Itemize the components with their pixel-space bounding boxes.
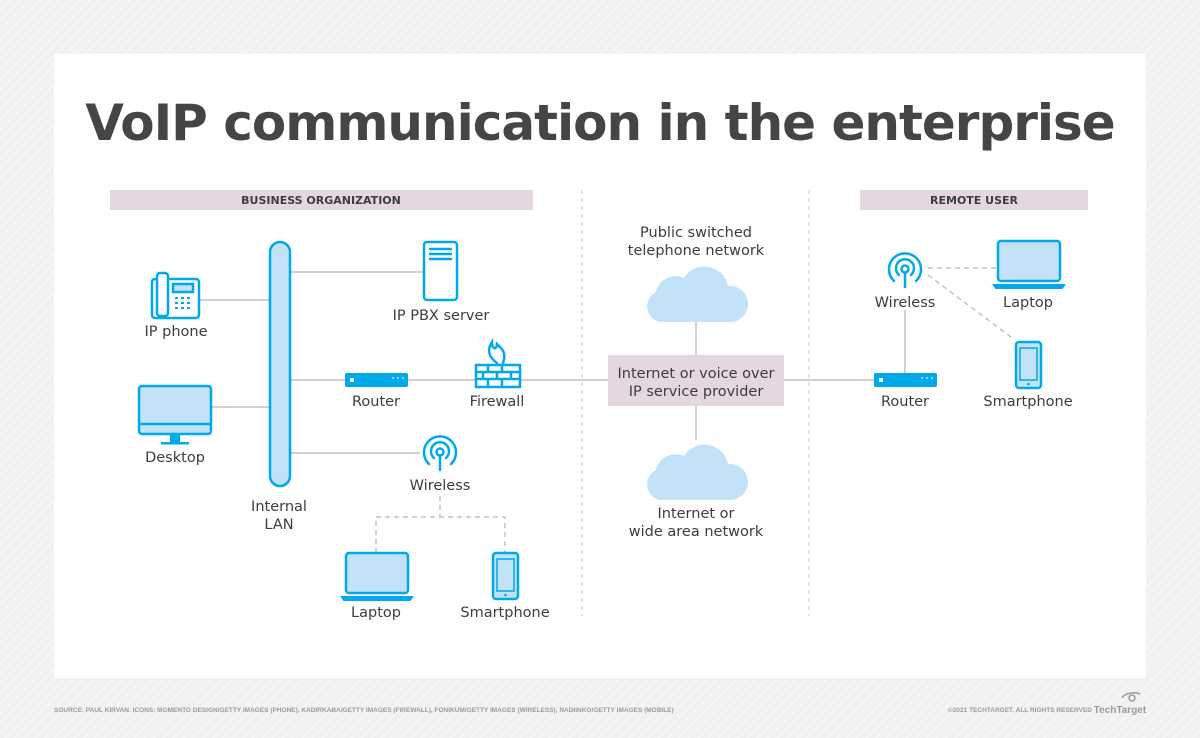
section-bar-business	[110, 190, 533, 210]
wan-label-1: Internet or	[657, 506, 734, 522]
wan-cloud-icon	[647, 444, 749, 500]
firewall-icon	[474, 337, 522, 389]
provider-label-2: IP service provider	[629, 384, 764, 400]
remote-router-icon	[874, 373, 937, 387]
section-bar-remote	[860, 190, 1088, 210]
remote-wireless-label: Wireless	[875, 295, 936, 311]
ip-phone-label: IP phone	[144, 324, 207, 340]
pstn-label-2: telephone network	[628, 243, 765, 259]
remote-wireless-icon	[887, 252, 923, 289]
pstn-cloud-icon	[647, 266, 749, 322]
remote-router-label: Router	[881, 394, 929, 410]
lan-label-1: Internal	[251, 499, 307, 515]
page-title: VoIP communication in the enterprise	[85, 94, 1114, 152]
desktop-label: Desktop	[145, 450, 205, 466]
smartphone-icon	[491, 551, 520, 601]
connectors	[200, 267, 1016, 553]
service-provider-box	[608, 355, 784, 406]
ip-pbx-server-label: IP PBX server	[393, 308, 490, 324]
wireless-icon	[422, 435, 458, 472]
source-credit: SOURCE: PAUL KIRVAN. ICONS: MOMENTO DESI…	[54, 707, 674, 714]
remote-smartphone-icon	[1014, 340, 1043, 390]
lan-label-2: LAN	[264, 517, 293, 533]
ip-phone-icon	[150, 271, 201, 320]
ip-pbx-server-icon	[422, 240, 459, 302]
techtarget-logo: TechTarget	[1094, 692, 1147, 716]
wireless-label: Wireless	[410, 478, 471, 494]
firewall-label: Firewall	[470, 394, 525, 410]
laptop-label: Laptop	[351, 605, 401, 621]
wan-label-2: wide area network	[629, 524, 764, 540]
section-label-remote: REMOTE USER	[930, 194, 1018, 207]
laptop-icon	[340, 551, 414, 602]
provider-label-1: Internet or voice over	[618, 366, 775, 382]
remote-laptop-label: Laptop	[1003, 295, 1053, 311]
remote-smartphone-label: Smartphone	[983, 394, 1072, 410]
router-label: Router	[352, 394, 400, 410]
logo-text: TechTarget	[1094, 705, 1147, 716]
desktop-icon	[137, 384, 213, 445]
internal-lan-bar	[268, 240, 292, 488]
smartphone-label: Smartphone	[460, 605, 549, 621]
section-label-business: BUSINESS ORGANIZATION	[241, 194, 401, 207]
pstn-label-1: Public switched	[640, 225, 752, 241]
copyright: ©2021 TECHTARGET. ALL RIGHTS RESERVED	[948, 706, 1092, 714]
router-icon	[345, 373, 408, 387]
diagram-card	[54, 54, 1146, 678]
remote-laptop-icon	[992, 239, 1066, 290]
